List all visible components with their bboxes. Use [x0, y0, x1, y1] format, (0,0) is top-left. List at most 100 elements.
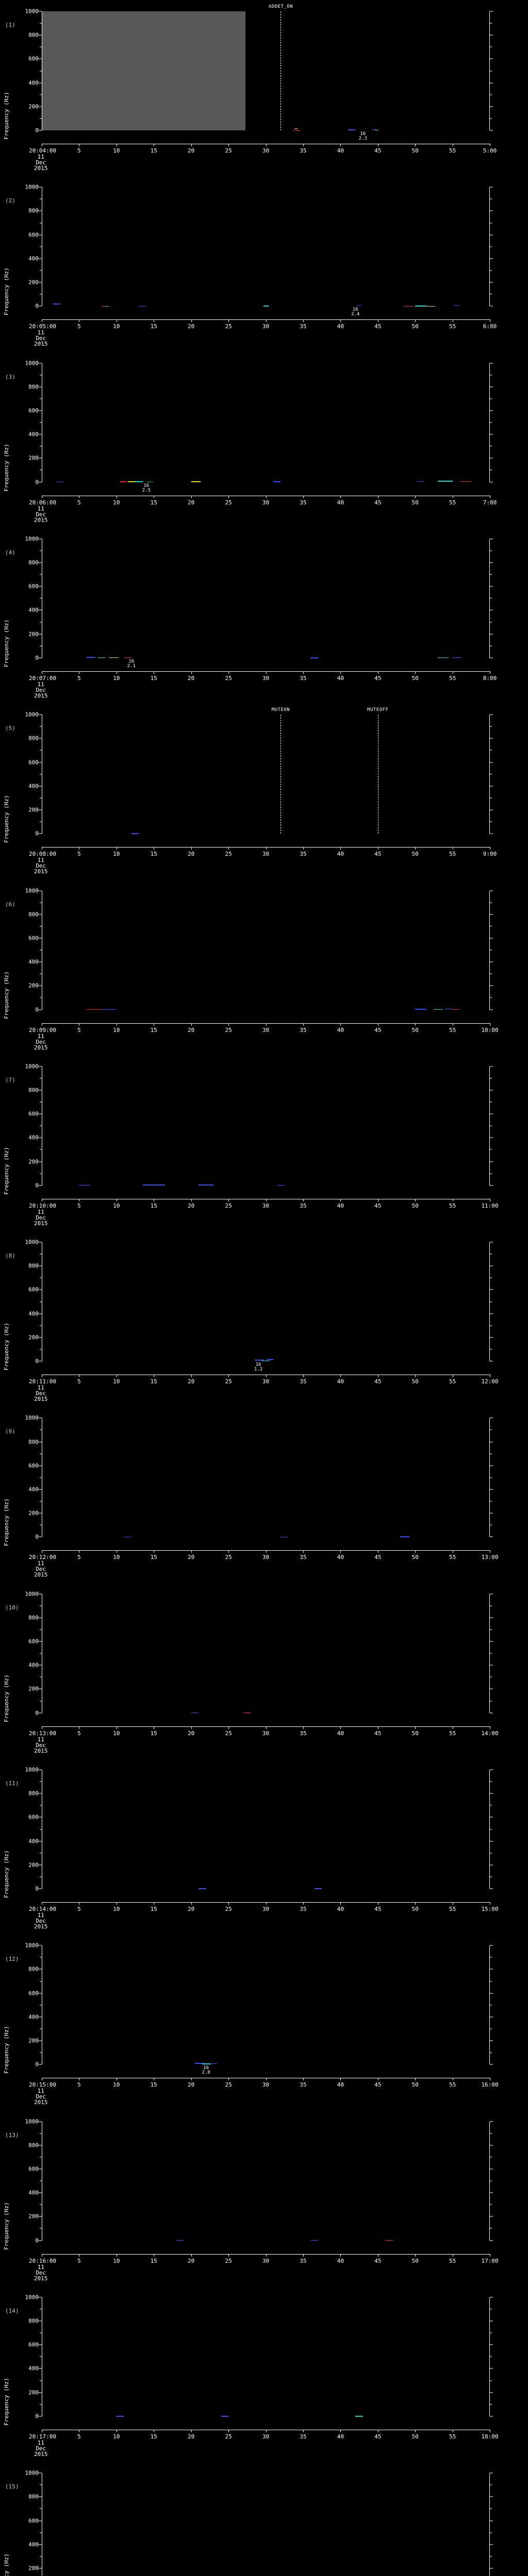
detection-mark — [374, 129, 379, 131]
detection-mark — [131, 833, 139, 834]
x-tick-mark — [191, 2429, 192, 2432]
annotation-line-2: 2.4 — [351, 312, 360, 317]
x-tick-label: 5 — [77, 851, 81, 858]
x-tick-label: 30 — [262, 1554, 270, 1561]
y-tick-mark-right — [490, 586, 493, 587]
x-axis-date-line-3: 2015 — [34, 165, 48, 172]
plot-area: 0 200 400 600 800 1000 — [25, 1942, 493, 2068]
x-axis-date-line-2: Dec — [36, 159, 46, 166]
x-tick-label: 40 — [337, 1202, 344, 1209]
x-tick-label: 25 — [225, 1730, 232, 1737]
y-tick-mark — [39, 386, 42, 387]
x-axis-start-label: 20:06:00 — [29, 499, 56, 506]
x-axis-date-line-2: Dec — [36, 335, 46, 342]
x-tick-label: 10 — [113, 2257, 120, 2264]
y-tick-label: 600 — [28, 1638, 39, 1645]
y-axis-line-right — [489, 1945, 490, 2065]
x-axis-start-label: 20:17:00 — [29, 2433, 56, 2440]
y-tick-mark — [39, 234, 42, 235]
x-tick-label: 45 — [374, 1906, 382, 1912]
y-axis-label: Frequency (Hz) — [3, 2493, 10, 2576]
y-axis-line-right — [489, 363, 490, 482]
detection-mark — [194, 2063, 204, 2064]
x-tick-label: 40 — [337, 2081, 344, 2089]
x-tick-label: 20 — [188, 147, 195, 154]
x-tick-label: 40 — [337, 323, 344, 330]
x-tick-mark — [191, 2078, 192, 2081]
y-tick-minor-right — [490, 398, 492, 399]
x-tick-mark — [191, 847, 192, 850]
y-tick-mark-right — [490, 434, 493, 435]
x-axis-end-label: 12:00 — [481, 1378, 499, 1385]
detection-mark — [86, 1009, 102, 1010]
y-tick-mark-right — [490, 1513, 493, 1514]
y-tick-label: 200 — [28, 982, 39, 989]
spectrogram-panel: (11) Frequency (Hz) 0 200 400 600 800 1000 20:14… — [0, 1758, 528, 1934]
x-tick-label: 30 — [262, 851, 270, 858]
x-tick-mark — [415, 1726, 416, 1729]
y-axis-label: Frequency (Hz) — [3, 619, 10, 667]
annotation-line-2: 2.3 — [358, 136, 367, 141]
detection-mark — [109, 657, 119, 658]
detection-mark — [262, 1360, 270, 1362]
x-tick-label: 10 — [113, 1026, 120, 1033]
x-tick-label: 40 — [337, 1378, 344, 1385]
x-tick-mark — [228, 1023, 229, 1026]
detection-mark — [199, 1184, 214, 1185]
y-tick-mark-right — [490, 1009, 493, 1010]
x-tick-label: 20 — [188, 323, 195, 330]
y-tick-mark — [39, 35, 42, 36]
y-axis-label: Frequency (Hz) — [3, 1323, 10, 1371]
x-axis-end-label: 9:00 — [483, 851, 497, 858]
y-tick-mark-right — [490, 1361, 493, 1362]
annotation-line-1: 16 — [352, 307, 358, 313]
x-tick-label: 35 — [300, 1378, 307, 1385]
x-tick-mark — [228, 1198, 229, 1201]
plot-area: 0 200 400 600 800 1000 — [25, 2294, 493, 2419]
y-tick-mark — [39, 82, 42, 83]
y-tick-minor — [40, 902, 42, 903]
x-axis-date: 11 Dec 2015 — [34, 2264, 48, 2281]
x-tick-mark — [191, 2253, 192, 2257]
spectrogram-panel: (7) Frequency (Hz) 0 200 400 600 800 1000 20:10:… — [0, 1055, 528, 1231]
x-tick-mark — [415, 2078, 416, 2081]
x-tick-label: 55 — [449, 1906, 456, 1912]
x-tick-label: 50 — [411, 2257, 419, 2264]
x-tick-label: 20 — [188, 674, 195, 682]
x-tick-label: 25 — [225, 674, 232, 682]
x-axis-end-label: 5:00 — [483, 147, 497, 154]
x-tick-mark — [340, 1375, 341, 1378]
x-axis-end-label: 18:00 — [481, 2433, 499, 2440]
y-tick-mark — [39, 738, 42, 739]
x-tick-label: 10 — [113, 851, 120, 858]
detection-mark — [385, 2240, 393, 2241]
y-tick-mark-right — [490, 2168, 493, 2170]
y-tick-label: 0 — [35, 302, 39, 310]
spectrogram-panel: (9) Frequency (Hz) 0 200 400 600 800 1000 20:12:… — [0, 1406, 528, 1582]
y-tick-minor — [40, 23, 42, 24]
x-axis-end-label: 10:00 — [481, 1026, 499, 1033]
x-tick-label: 15 — [150, 1026, 157, 1033]
x-tick-label: 35 — [300, 323, 307, 330]
x-tick-mark — [266, 1550, 267, 1553]
detection-mark — [292, 129, 298, 131]
y-tick-mark-right — [490, 2392, 493, 2393]
detection-mark — [415, 1009, 426, 1010]
y-tick-mark — [39, 2168, 42, 2170]
x-tick-label: 40 — [337, 851, 344, 858]
x-tick-label: 15 — [150, 323, 157, 330]
x-tick-label: 40 — [337, 674, 344, 682]
y-tick-mark-right — [490, 1465, 493, 1466]
x-tick-label: 35 — [300, 851, 307, 858]
x-tick-label: 40 — [337, 147, 344, 154]
y-tick-mark-right — [490, 82, 493, 83]
y-tick-label: 800 — [28, 383, 39, 391]
x-tick-label: 35 — [300, 1906, 307, 1912]
x-tick-label: 15 — [150, 1378, 157, 1385]
x-tick-label: 20 — [188, 2433, 195, 2440]
x-axis-date: 11 Dec 2015 — [34, 1561, 48, 1578]
y-axis-label: Frequency (Hz) — [3, 1147, 10, 1195]
x-axis-date-line-1: 11 — [37, 2263, 44, 2270]
y-tick-minor-right — [490, 2532, 492, 2533]
x-axis-start-label: 20:04:00 — [29, 147, 56, 154]
